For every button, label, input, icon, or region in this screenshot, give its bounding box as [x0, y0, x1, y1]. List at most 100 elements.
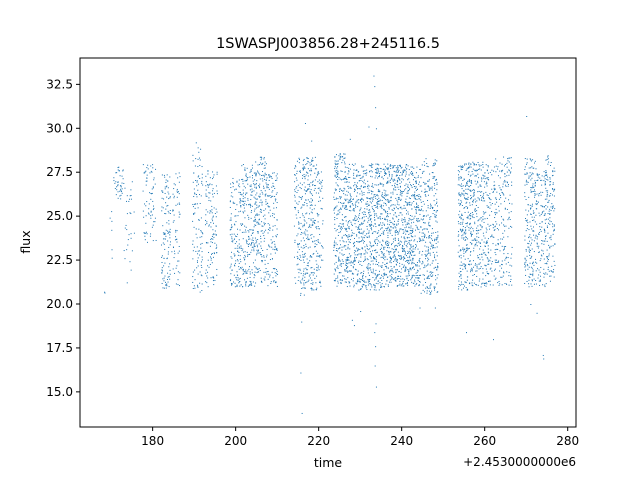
- data-point: [120, 186, 122, 188]
- data-point: [481, 197, 483, 199]
- data-point: [552, 226, 554, 228]
- data-point: [378, 171, 380, 173]
- data-point: [383, 257, 385, 259]
- data-point: [423, 191, 425, 193]
- data-point: [335, 237, 337, 239]
- data-point: [359, 193, 361, 195]
- data-point: [394, 165, 396, 167]
- data-point: [261, 204, 263, 206]
- data-point: [551, 175, 553, 177]
- data-point: [194, 192, 196, 194]
- data-point: [397, 231, 399, 233]
- data-point: [309, 255, 311, 257]
- data-point: [199, 291, 201, 293]
- data-point: [414, 193, 416, 195]
- data-point: [387, 227, 389, 229]
- data-point: [302, 287, 304, 289]
- data-point: [420, 218, 422, 220]
- data-point: [391, 174, 393, 176]
- data-point: [409, 259, 411, 261]
- data-point: [317, 171, 319, 173]
- data-point: [483, 175, 485, 177]
- data-point: [400, 191, 402, 193]
- data-point: [427, 287, 429, 289]
- data-point: [402, 179, 404, 181]
- data-point: [338, 260, 340, 262]
- data-point: [475, 205, 477, 206]
- data-point: [380, 171, 382, 173]
- data-point: [390, 265, 392, 267]
- data-point: [396, 216, 398, 218]
- data-point: [352, 177, 354, 179]
- data-point: [376, 167, 378, 169]
- data-point: [238, 278, 240, 280]
- data-point: [417, 221, 419, 223]
- data-point: [434, 257, 436, 259]
- data-point: [174, 184, 176, 186]
- y-axis: 15.017.520.022.525.027.530.032.5: [46, 77, 80, 399]
- data-point: [471, 270, 473, 272]
- data-point: [410, 230, 412, 232]
- data-point: [534, 180, 536, 182]
- data-point: [269, 274, 271, 276]
- data-point: [304, 255, 306, 257]
- data-point: [544, 198, 546, 200]
- data-point: [297, 244, 299, 246]
- data-point: [360, 236, 362, 238]
- data-point: [393, 261, 395, 263]
- data-point: [168, 223, 170, 225]
- data-point: [390, 262, 392, 264]
- data-point: [386, 229, 388, 231]
- data-point: [469, 224, 471, 226]
- data-point: [410, 185, 412, 187]
- data-point: [340, 279, 342, 281]
- data-point: [344, 166, 346, 168]
- data-point: [539, 229, 541, 231]
- data-point: [270, 253, 272, 255]
- data-point: [536, 174, 538, 176]
- data-point: [552, 206, 554, 208]
- data-point: [415, 265, 417, 267]
- data-point: [354, 177, 356, 179]
- data-point: [417, 205, 419, 207]
- data-point: [380, 205, 382, 207]
- data-point: [311, 209, 313, 211]
- data-point: [422, 210, 424, 212]
- data-point: [245, 173, 247, 175]
- data-point: [162, 242, 164, 244]
- data-point: [356, 182, 358, 184]
- data-point: [530, 167, 532, 169]
- data-point: [412, 275, 414, 277]
- data-point: [210, 241, 212, 243]
- data-point: [294, 189, 296, 191]
- data-point: [526, 264, 528, 266]
- data-point: [216, 211, 218, 213]
- data-point: [399, 265, 401, 267]
- data-point: [477, 186, 479, 188]
- data-point: [251, 205, 253, 207]
- data-point: [257, 171, 259, 173]
- data-point: [254, 218, 256, 220]
- data-point: [151, 171, 153, 173]
- data-point: [311, 266, 313, 268]
- data-point: [358, 225, 360, 227]
- data-point: [359, 223, 361, 225]
- data-point: [374, 213, 376, 215]
- data-point: [349, 285, 351, 287]
- data-point: [347, 227, 349, 229]
- data-point: [276, 202, 278, 204]
- data-point: [266, 195, 268, 197]
- data-point: [344, 227, 346, 229]
- data-point: [130, 213, 132, 215]
- data-point: [538, 269, 540, 271]
- data-point: [495, 198, 497, 200]
- data-point: [502, 232, 504, 234]
- data-point: [310, 189, 312, 191]
- data-point: [399, 186, 401, 188]
- data-point: [401, 218, 403, 220]
- data-point: [166, 174, 168, 176]
- data-point: [213, 207, 215, 209]
- data-point: [169, 269, 171, 271]
- data-point: [461, 235, 463, 237]
- data-point: [216, 193, 218, 195]
